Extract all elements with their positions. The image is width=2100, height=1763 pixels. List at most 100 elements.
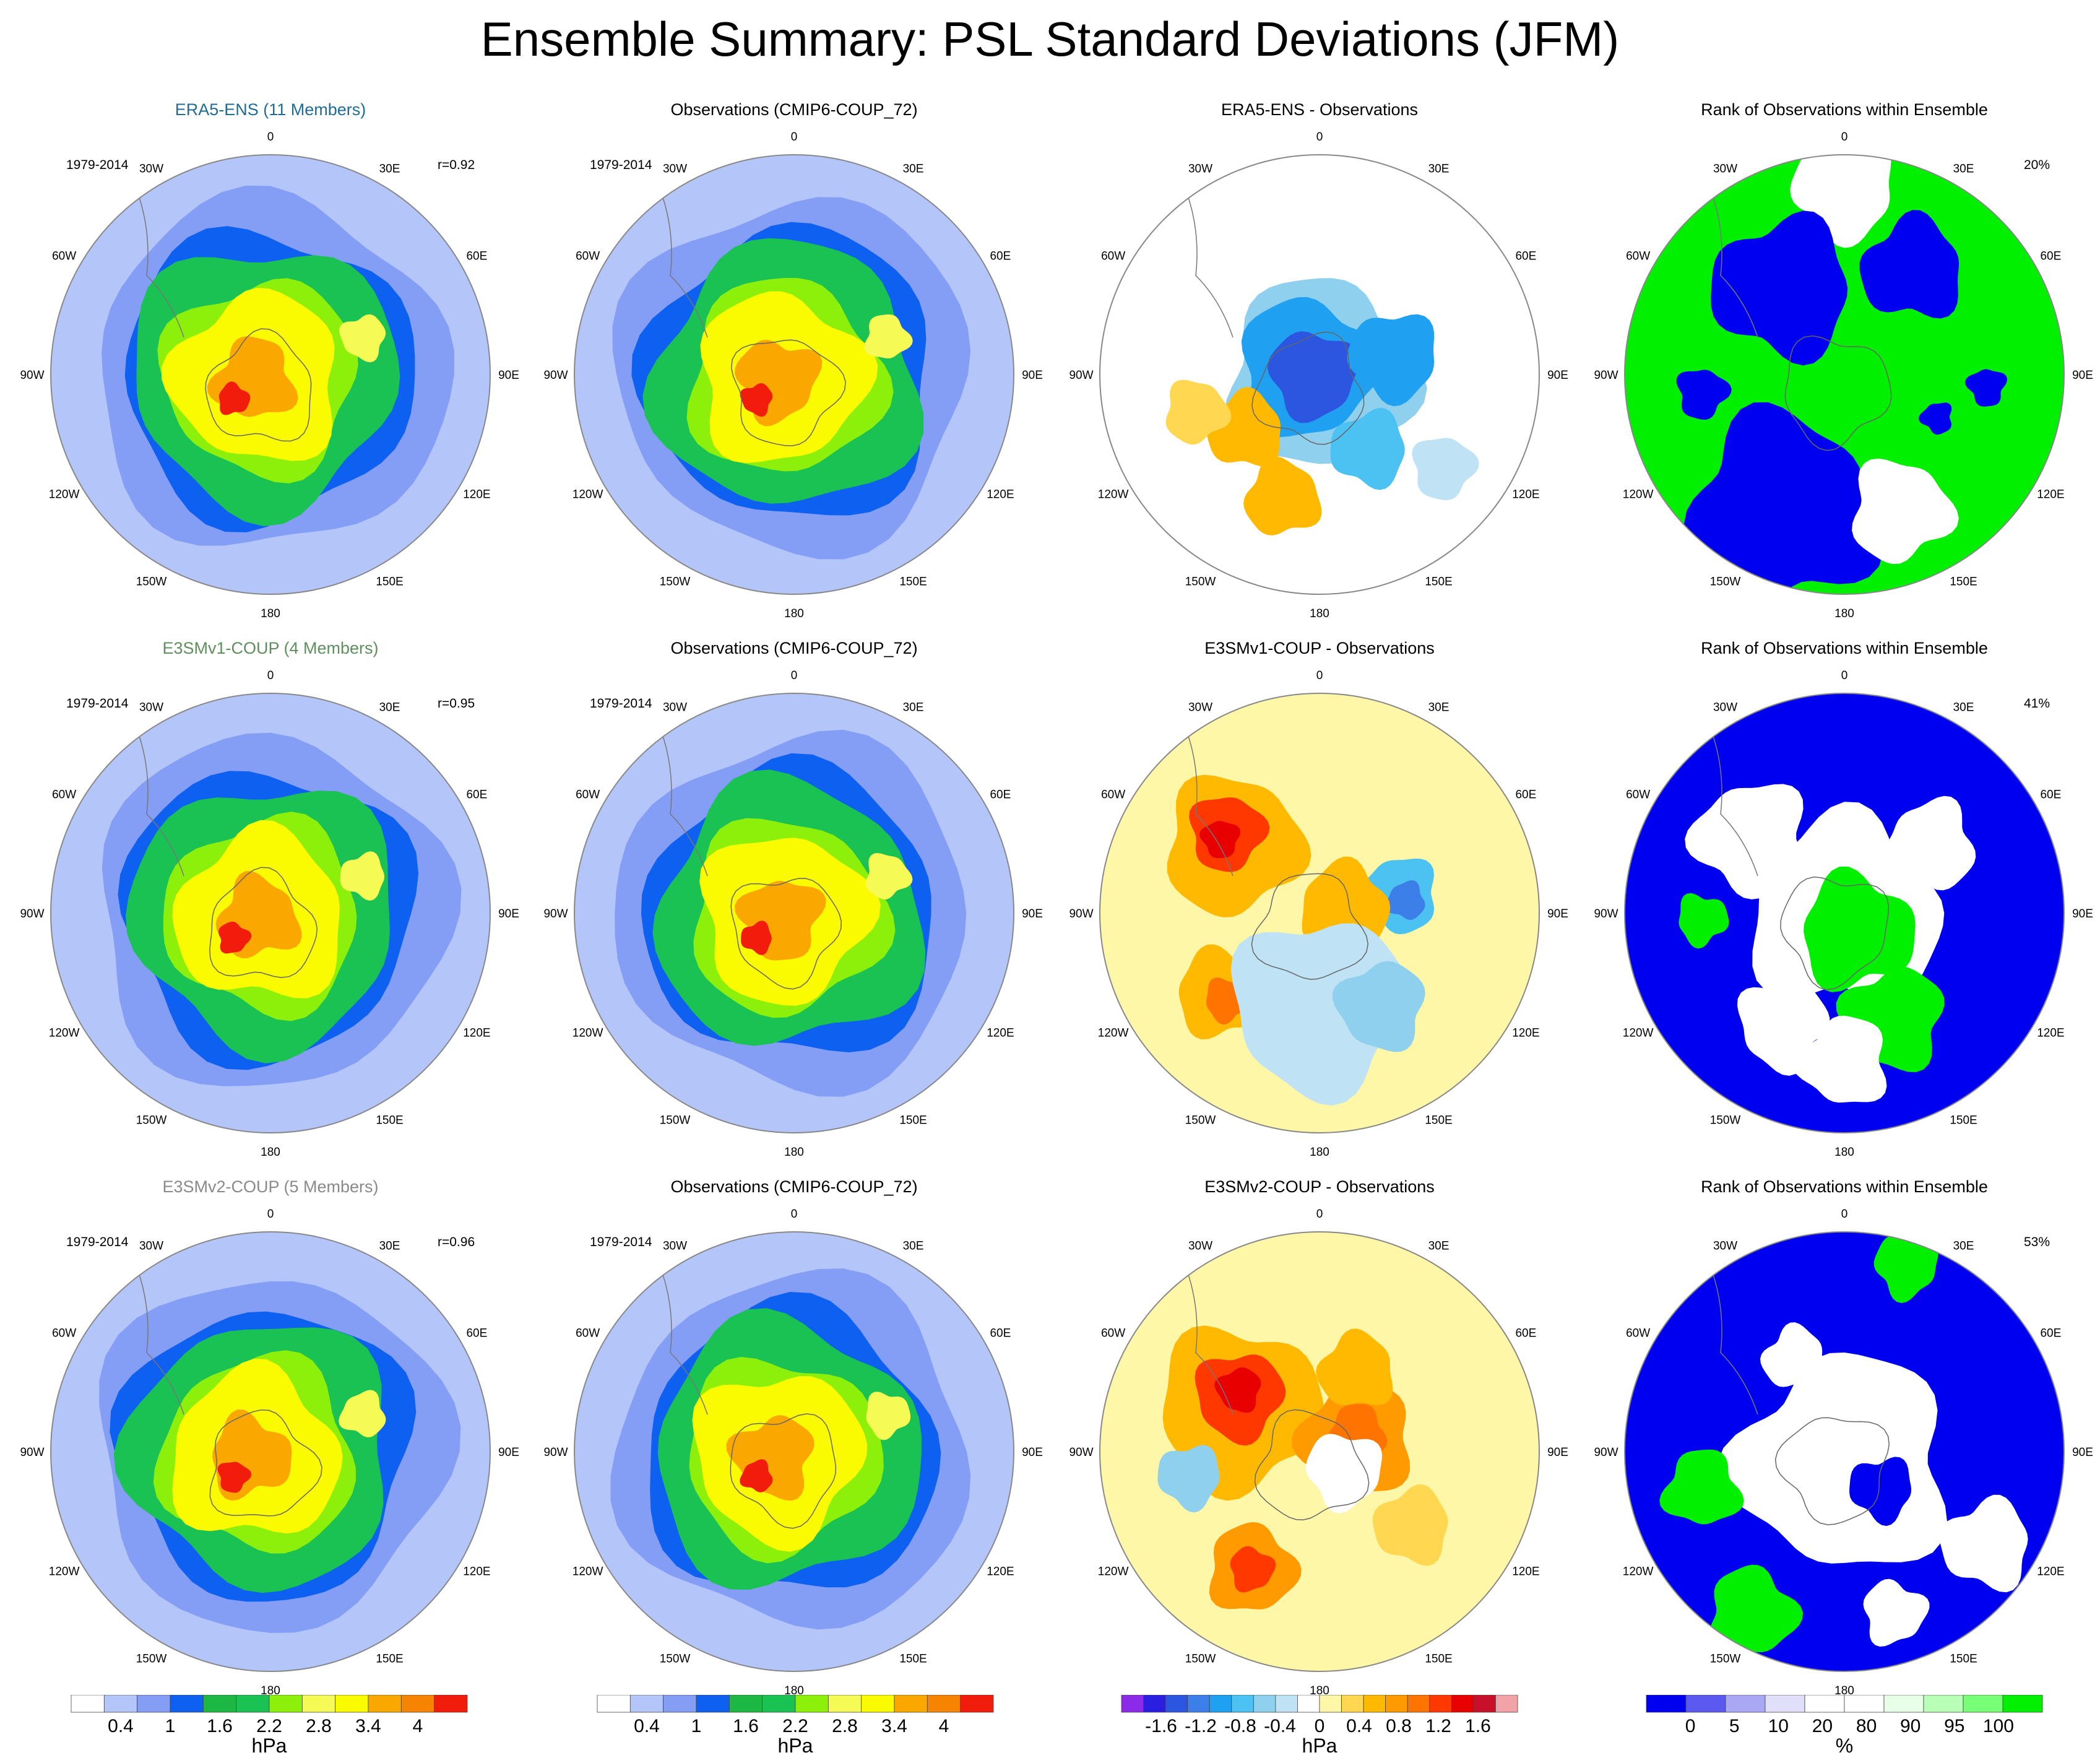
map-border [1099,693,1540,1133]
diff-anomaly [1385,880,1425,920]
correlation-label: r=0.92 [438,158,475,172]
longitude-label: 180 [1310,1684,1329,1697]
longitude-label: 90E [498,369,519,382]
contour-lobe [865,853,913,899]
longitude-label: 180 [784,1146,804,1159]
antarctica-coastline [1254,1409,1370,1520]
map-field [51,155,490,594]
rank-region [1919,402,1952,435]
colorbar-swatch [400,1695,435,1713]
longitude-label: 150W [1710,1652,1741,1665]
colorbar-tick-label: 0 [1685,1716,1696,1736]
map-border [1624,1231,2065,1672]
longitude-label: 120E [987,488,1014,501]
panel-title: E3SMv2-COUP (5 Members) [162,1177,379,1196]
diff-anomaly [1316,1328,1393,1405]
map-field [574,1232,1014,1671]
colorbar-tick-label: 100 [1983,1716,2014,1736]
polar-map: 0 30E 60E 90E 120E 150E 180 150W 120W 90W 60W 30W [543,1208,1042,1697]
longitude-label: 90E [1547,907,1568,920]
longitude-label: 180 [1834,1684,1854,1697]
panel-title: E3SMv1-COUP - Observations [1204,639,1435,657]
diff-anomaly [1332,961,1425,1052]
rank-region [1708,1564,1804,1653]
map-field [1100,693,1539,1133]
longitude-label: 90E [2072,369,2093,382]
colorbar-swatch [1495,1695,1518,1713]
contour-max [741,920,772,955]
figure-title: Ensemble Summary: PSL Standard Deviation… [480,12,1620,66]
panel-title: ERA5-ENS (11 Members) [175,100,366,119]
rank-percent-label: 20% [2024,158,2050,172]
longitude-label: 120W [49,488,80,501]
colorbar-tick-label: 3.4 [881,1716,907,1736]
colorbar: 0.4 1 1.6 2.2 2.8 3.4 4 [597,1695,994,1736]
colorbar-tick-label: 0.4 [108,1716,134,1736]
longitude-label: 150W [1710,575,1741,588]
antarctica-coastline [730,1413,837,1529]
colorbar-tick-label: 4 [413,1716,423,1736]
colorbar-swatch [927,1695,961,1713]
contour-max [217,1462,252,1493]
longitude-label: 60W [1626,250,1650,263]
longitude-label: 30E [1428,163,1450,176]
longitude-label: 150W [1185,1652,1216,1665]
longitude-label: 30E [1428,1240,1450,1253]
longitude-label: 150W [1710,1114,1741,1127]
diff-anomaly [1230,923,1413,1106]
longitude-label: 90E [1022,907,1043,920]
longitude-label: 30W [1188,163,1212,176]
longitude-label: 60E [2040,250,2061,263]
contour-lobe [866,1392,911,1440]
longitude-label: 180 [784,607,804,620]
map-field [1625,1232,2064,1671]
map-border [574,154,1014,595]
colorbar-tick-label: 0.8 [1386,1716,1412,1736]
rank-region [1760,1322,1826,1388]
longitude-label: 150W [1185,1114,1216,1127]
longitude-label: 60W [52,250,76,263]
colorbar-tick-label: -1.2 [1185,1716,1217,1736]
longitude-label: 90W [20,907,44,920]
colorbar-tick-label: -1.6 [1145,1716,1177,1736]
contour-max [218,381,251,415]
colorbar-swatch [1844,1695,1885,1713]
period-label: 1979-2014 [590,1235,652,1249]
map-border [1099,154,1540,595]
longitude-label: 30E [379,701,400,714]
longitude-label: 120W [49,1027,80,1040]
rank-region [1849,1457,1912,1527]
longitude-label: 120W [1623,1566,1654,1579]
colorbar-swatch [1253,1695,1276,1713]
longitude-label: 90E [498,1446,519,1459]
longitude-label: 30W [1713,1240,1737,1253]
colorbar: -1.6 -1.2 -0.8 -0.4 0 0.4 0.8 1.2 1.6 [1121,1695,1518,1736]
longitude-label: 30W [1188,1240,1212,1253]
longitude-label: 0 [1316,669,1323,682]
longitude-label: 30E [379,163,400,176]
longitude-label: 90W [1594,369,1618,382]
colorbar-tick-label: 1.6 [207,1716,233,1736]
longitude-label: 150E [1950,1652,1977,1665]
longitude-label: 120W [1098,1566,1129,1579]
longitude-label: 60W [1626,789,1650,802]
longitude-label: 30W [663,1240,687,1253]
colorbar-swatch [629,1695,664,1713]
longitude-label: 30E [903,163,924,176]
colorbar-swatch [1363,1695,1386,1713]
rank-region [1683,402,1883,594]
colorbar-swatch [1275,1695,1298,1713]
colorbar-swatch [1385,1695,1408,1713]
longitude-label: 180 [784,1684,804,1697]
antarctica-coastline [1251,331,1365,445]
colorbar: 0.4 1 1.6 2.2 2.8 3.4 4 [71,1695,468,1736]
longitude-label: 0 [791,131,798,144]
colorbar-swatch [434,1695,468,1713]
colorbar-swatch [597,1695,631,1713]
longitude-label: 0 [267,1208,274,1221]
longitude-label: 150E [899,575,927,588]
map-border [1624,693,2065,1133]
colorbar-tick-label: 0.4 [634,1716,660,1736]
contour-lobe [339,314,386,363]
colorbar-tick-label: -0.4 [1264,1716,1296,1736]
